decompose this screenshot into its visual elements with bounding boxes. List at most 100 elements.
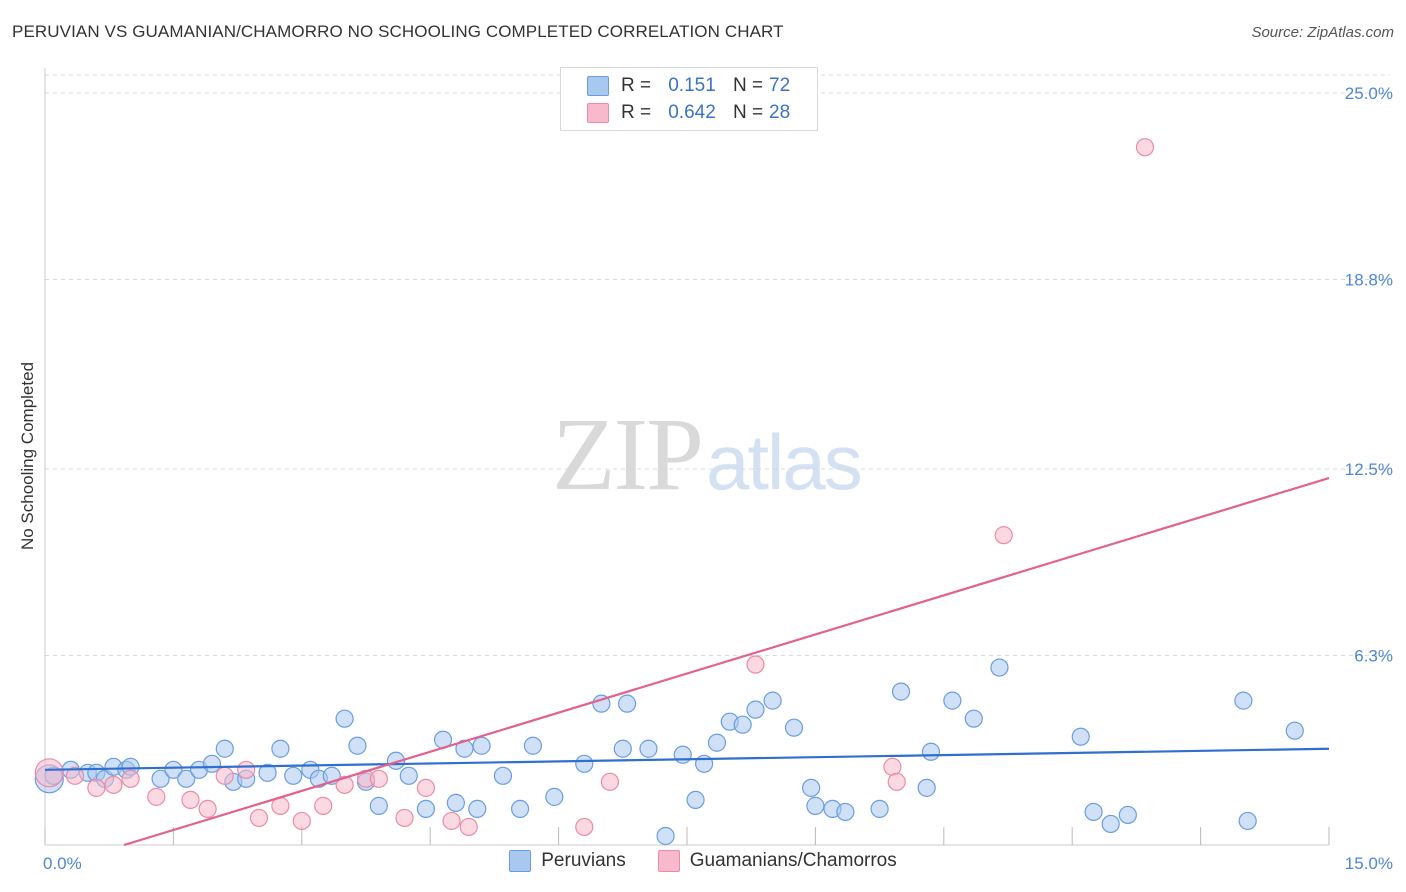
peruvian-point	[284, 766, 303, 785]
peruvian-point	[1084, 802, 1103, 822]
guamanian-trend-line	[123, 476, 1330, 847]
x-tick-label-min: 0.0%	[43, 854, 82, 873]
legend-swatch-peruvians	[509, 850, 532, 872]
legend-n-value: 72	[769, 75, 791, 96]
guamanian-point	[994, 526, 1013, 545]
guamanian-point	[65, 766, 85, 785]
x-tick-label-max: 15.0%	[1345, 854, 1393, 873]
guamanian-point	[87, 778, 106, 797]
legend-swatch-guamanians	[657, 850, 680, 872]
peruvian-point	[575, 754, 594, 773]
legend-n-value: 28	[769, 102, 791, 123]
peruvian-point	[472, 736, 491, 755]
peruvian-point	[215, 739, 234, 758]
peruvian-point	[1285, 721, 1304, 740]
axis-layer	[44, 68, 1330, 846]
guamanian-point	[147, 787, 166, 806]
trend-layer	[44, 476, 1330, 847]
legend-item-peruvians[interactable]: Peruvians	[509, 850, 626, 872]
peruvian-point	[523, 736, 543, 755]
guamanian-point	[104, 775, 123, 794]
guamanian-point	[887, 772, 906, 791]
legend-label-guamanians: Guamanians/Chamorros	[689, 850, 897, 871]
guamanian-point	[34, 758, 64, 788]
legend-row-peruvians: R = 0.151 N = 72	[587, 73, 790, 99]
peruvian-point	[763, 691, 782, 710]
peruvian-point	[943, 691, 962, 710]
peruvian-point	[1118, 805, 1137, 825]
peruvian-point	[1101, 814, 1120, 834]
guamanian-point	[121, 769, 140, 788]
y-tick-label: 25.0%	[1345, 84, 1393, 103]
peruvian-point	[964, 709, 983, 728]
peruvian-point	[836, 802, 855, 822]
guamanian-point	[442, 811, 461, 831]
peruvian-point	[335, 709, 354, 728]
guamanian-point	[459, 817, 478, 837]
guamanian-point	[335, 775, 354, 794]
point-layer	[34, 138, 1304, 846]
peruvian-point	[617, 694, 637, 713]
peruvian-point	[639, 739, 658, 758]
guamanian-point	[1135, 138, 1155, 157]
legend-r-label: R =	[621, 102, 652, 123]
peruvian-point	[686, 790, 705, 809]
watermark-atlas: atlas	[706, 418, 863, 506]
peruvian-point	[784, 718, 804, 737]
peruvian-point	[1071, 727, 1090, 746]
peruvian-point	[806, 796, 825, 815]
guamanian-point	[314, 796, 333, 815]
legend-r-label: R =	[621, 75, 652, 96]
guamanian-point	[883, 757, 902, 776]
legend-n-label: N =	[733, 75, 764, 96]
peruvian-trend-line	[44, 747, 1330, 771]
guamanian-point	[249, 808, 269, 828]
guamanian-point	[369, 769, 388, 788]
peruvian-point	[921, 742, 941, 761]
legend-r-value: 0.151	[668, 75, 716, 96]
correlation-legend: R = 0.151 N = 72 R = 0.642 N = 28	[560, 67, 818, 131]
y-tick-label: 12.5%	[1345, 460, 1393, 479]
legend-r-value: 0.642	[668, 102, 716, 123]
peruvian-point	[151, 769, 170, 788]
peruvian-point	[1234, 691, 1253, 710]
peruvian-point	[446, 793, 465, 812]
guamanian-point	[215, 766, 234, 785]
guamanian-point	[416, 778, 436, 797]
guamanian-point	[746, 655, 765, 674]
peruvian-point	[990, 658, 1009, 677]
peruvian-point	[258, 763, 277, 782]
chart-title: PERUVIAN VS GUAMANIAN/CHAMORRO NO SCHOOL…	[12, 22, 784, 41]
peruvian-point	[1238, 811, 1257, 831]
peruvian-point	[802, 778, 821, 797]
peruvian-point	[468, 799, 487, 819]
legend-row-guamanians: R = 0.642 N = 28	[587, 100, 790, 126]
legend-swatch-guamanians	[587, 103, 609, 123]
peruvian-point	[545, 787, 564, 806]
peruvian-point	[369, 796, 388, 815]
peruvian-point	[271, 739, 290, 758]
peruvian-point	[891, 682, 911, 701]
y-tick-label: 6.3%	[1354, 647, 1393, 666]
peruvian-point	[416, 799, 436, 819]
source-credit: Source: ZipAtlas.com	[1251, 24, 1394, 41]
guamanian-point	[395, 808, 414, 828]
grid-layer	[45, 74, 1390, 657]
peruvian-point	[164, 760, 183, 779]
peruvian-point	[177, 769, 196, 788]
watermark-zip: ZIP	[552, 397, 704, 512]
peruvian-point	[707, 733, 727, 752]
legend-item-guamanians[interactable]: Guamanians/Chamorros	[657, 850, 897, 872]
legend-swatch-peruvians	[587, 76, 609, 96]
guamanian-point	[181, 790, 200, 809]
guamanian-point	[575, 817, 594, 837]
peruvian-point	[613, 739, 632, 758]
series-legend: Peruvians Guamanians/Chamorros	[0, 850, 1406, 872]
peruvian-point	[399, 766, 418, 785]
guamanian-point	[600, 772, 620, 791]
peruvian-point	[917, 778, 936, 797]
peruvian-point	[673, 745, 692, 764]
zipatlas-watermark: ZIPatlas	[552, 395, 863, 514]
guamanian-point	[237, 760, 256, 779]
